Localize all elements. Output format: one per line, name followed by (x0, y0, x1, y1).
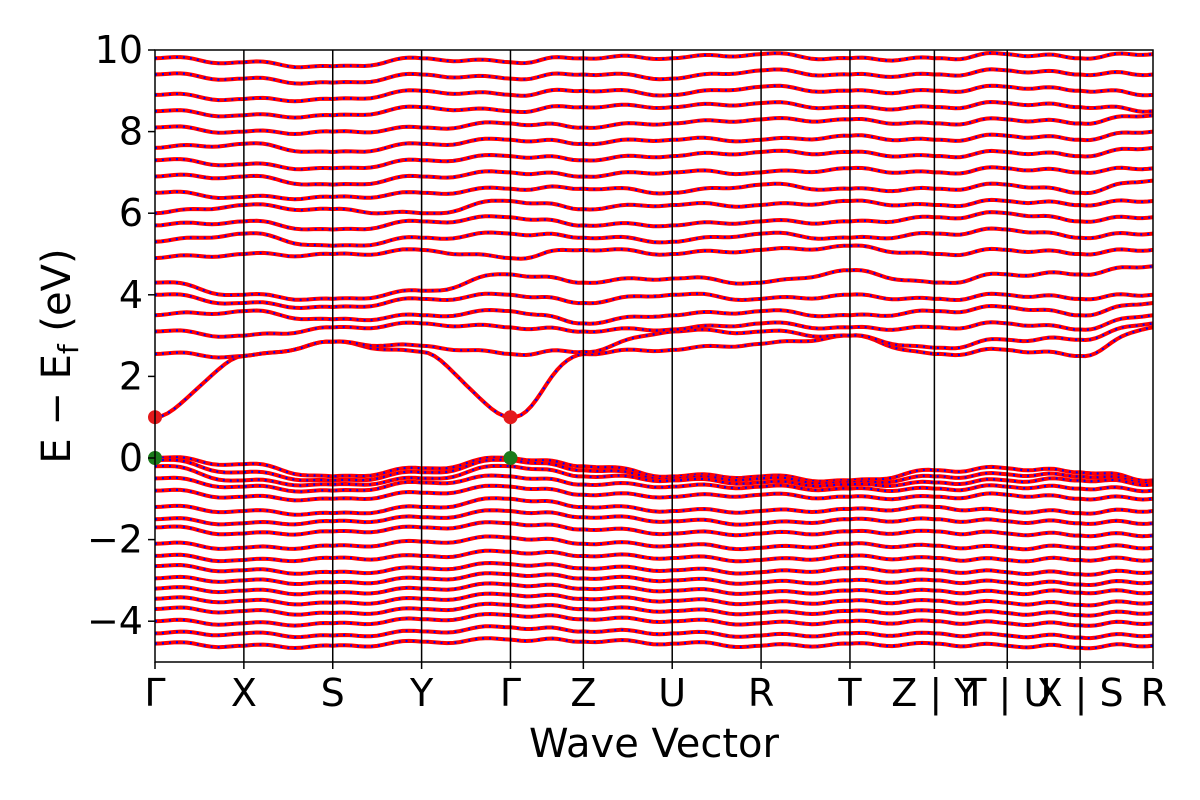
x-tick-label: X | S (1037, 671, 1124, 716)
band-edge-marker (503, 451, 518, 465)
x-tick-label: Γ (144, 671, 165, 715)
band-line-spin-up (155, 67, 1153, 86)
x-tick-label: Y (409, 671, 434, 715)
x-tick-label: U (658, 671, 686, 715)
y-tick-label: 8 (119, 110, 143, 154)
y-tick-label: 0 (119, 436, 143, 480)
band-line-spin-up (155, 50, 1153, 70)
band-line-spin-up (155, 624, 1153, 641)
band-line-spin-up (155, 99, 1153, 120)
x-tick-label: Γ (500, 671, 521, 715)
x-tick-label: T (837, 671, 862, 715)
x-tick-label: T | U (962, 671, 1051, 716)
y-tick-label: 10 (95, 28, 143, 72)
y-axis-label-unit: (eV) (34, 248, 80, 344)
x-tick-label: X (231, 671, 257, 715)
x-axis-ticks: Γ X S Y Γ Z U R T Z | YT | UX | S R (144, 662, 1167, 716)
axes-frame (154, 49, 1154, 663)
x-axis-label: Wave Vector (529, 721, 780, 767)
band-edge-marker (503, 410, 518, 425)
y-tick-label: −4 (87, 599, 143, 643)
x-tick-label: S (321, 671, 345, 715)
band-line-spin-up (155, 243, 1153, 261)
band-line-spin-up (155, 636, 1153, 651)
x-tick-label: R (1141, 671, 1167, 715)
y-tick-label: 4 (119, 273, 143, 317)
band-line-spin-up (155, 83, 1153, 104)
x-tick-label: Z | Y (891, 671, 978, 716)
band-line-spin-up (155, 560, 1153, 577)
y-tick-label: 6 (119, 191, 143, 235)
bands-layer (155, 50, 1153, 651)
band-line-spin-up (155, 210, 1153, 232)
y-tick-label: −2 (87, 518, 143, 562)
y-axis-label: E − Ef (eV) (34, 248, 85, 463)
x-tick-label: R (748, 671, 774, 715)
kpath-vertical-lines (243, 50, 1081, 662)
y-axis-label-subscript: f (52, 343, 85, 354)
y-axis-ticks: −4 −2 0 2 4 6 8 10 (87, 28, 155, 643)
band-line-spin-up (155, 534, 1153, 552)
y-tick-label: 2 (119, 354, 143, 398)
y-axis-label-main: E − E (34, 354, 80, 464)
band-line-spin-up (155, 548, 1153, 564)
x-tick-label: Z (570, 671, 596, 715)
